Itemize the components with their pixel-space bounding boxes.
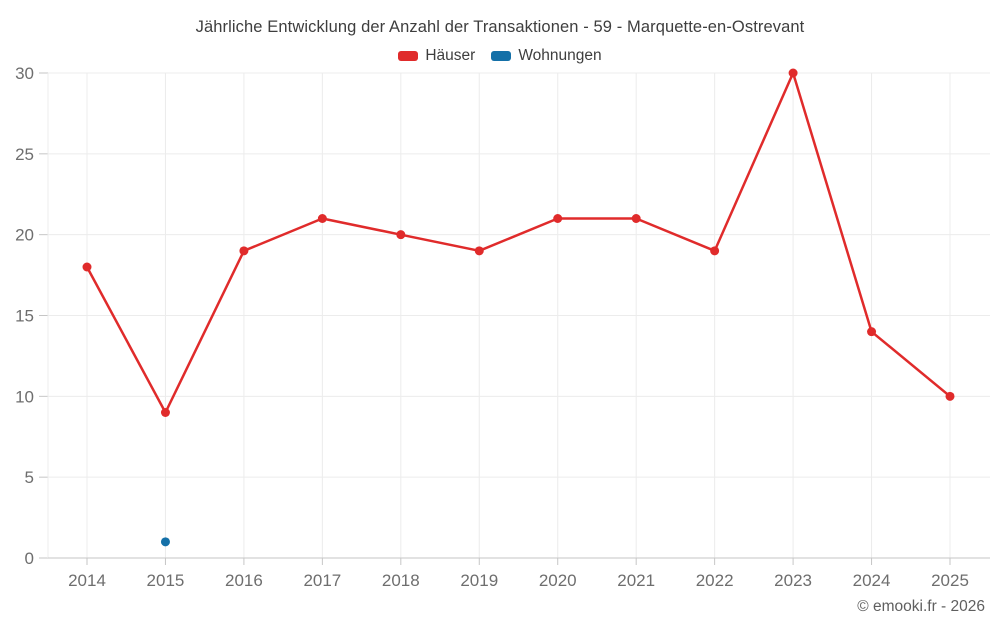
data-point-häuser[interactable] (945, 391, 955, 401)
data-point-häuser[interactable] (160, 408, 170, 417)
data-point-wohnungen[interactable] (160, 537, 170, 547)
y-axis-label: 15 (15, 307, 34, 326)
x-axis-label: 2019 (460, 571, 498, 590)
legend-label-haeuser: Häuser (425, 47, 476, 64)
legend-item-wohnungen[interactable]: Wohnungen (491, 47, 602, 65)
x-axis-label: 2018 (382, 571, 420, 590)
legend-label-wohnungen: Wohnungen (518, 47, 602, 64)
haeuser-series-swatch-icon (398, 51, 419, 61)
x-axis-label: 2014 (68, 571, 106, 590)
data-point-häuser[interactable] (631, 214, 641, 223)
data-point-häuser[interactable] (867, 327, 877, 337)
y-axis-label: 0 (25, 549, 34, 568)
y-axis-label: 5 (25, 468, 34, 487)
wohnungen-series-swatch-icon (491, 51, 512, 61)
data-point-häuser[interactable] (788, 68, 798, 78)
data-point-häuser[interactable] (474, 246, 484, 256)
y-axis-label: 20 (15, 226, 34, 245)
data-point-häuser[interactable] (317, 214, 327, 223)
x-axis-label: 2023 (774, 571, 812, 590)
data-point-häuser[interactable] (239, 246, 249, 256)
series-line-häuser (85, 71, 951, 414)
x-axis-label: 2021 (617, 571, 655, 590)
x-axis-label: 2020 (539, 571, 577, 590)
chart-legend: Häuser Wohnungen (0, 47, 1000, 65)
x-axis-label: 2025 (931, 571, 969, 590)
x-axis-label: 2015 (147, 571, 185, 590)
y-axis-label: 30 (15, 64, 34, 83)
x-axis-label: 2024 (853, 571, 891, 590)
y-axis-label: 10 (15, 387, 34, 406)
chart-title: Jährliche Entwicklung der Anzahl der Tra… (195, 18, 805, 36)
data-point-häuser[interactable] (82, 262, 92, 272)
x-axis-label: 2022 (696, 571, 734, 590)
data-point-häuser[interactable] (553, 214, 563, 223)
legend-item-haeuser[interactable]: Häuser (398, 47, 475, 65)
x-axis-label: 2016 (225, 571, 263, 590)
copyright-footer: © emooki.fr - 2026 (857, 598, 985, 615)
data-point-häuser[interactable] (396, 230, 406, 240)
x-axis-label: 2017 (303, 571, 341, 590)
y-axis-label: 25 (15, 145, 34, 164)
data-point-häuser[interactable] (710, 246, 720, 256)
